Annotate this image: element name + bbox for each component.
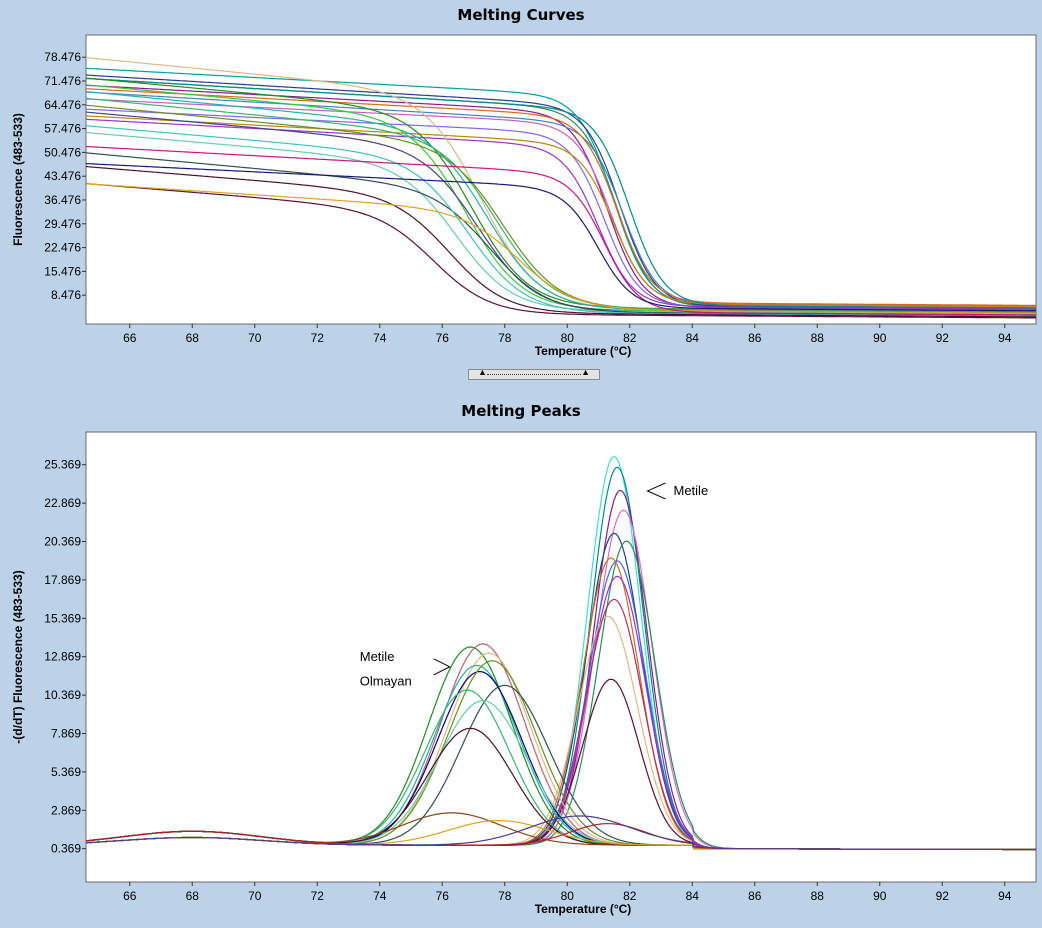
y-tick-label: 17.869 (44, 573, 81, 587)
series-line-26 (86, 163, 1036, 312)
splitter-grip (487, 374, 581, 375)
chart-title-melting-peaks: Melting Peaks (461, 402, 581, 420)
y-tick-label: 5.369 (51, 765, 81, 779)
y-tick-label: 20.369 (44, 535, 81, 549)
y-tick-label: 7.869 (51, 727, 81, 741)
x-tick-label: 66 (123, 889, 137, 903)
x-tick-label: 78 (498, 889, 512, 903)
x-tick-label: 94 (998, 889, 1012, 903)
series-line-22 (86, 166, 1036, 318)
panel-splitter-handle[interactable]: ▲ ▲ (468, 367, 600, 380)
series-line-16 (86, 97, 1036, 313)
melting-curves-chart: 66 68 70 72 74 76 78 80 82 84 86 88 90 92 94 8.476 15.47… (11, 34, 1037, 358)
series-line-21 (86, 125, 1036, 317)
annotation-label-3: Olmayan (360, 673, 412, 688)
y-tick-label: 10.369 (44, 688, 81, 702)
expand-down-icon[interactable]: ▲ (581, 367, 590, 377)
x-tick-label: 78 (498, 331, 512, 345)
y-tick-label: 57.476 (44, 122, 81, 136)
x-tick-label: 72 (311, 331, 325, 345)
y-tick-label: 36.476 (44, 193, 81, 207)
x-tick-label: 82 (623, 331, 637, 345)
y-tick-label: 12.869 (44, 650, 81, 664)
x-tick-label: 82 (623, 889, 637, 903)
y-tick-label: 2.869 (51, 803, 81, 817)
series-line-18 (86, 104, 1036, 314)
x-tick-label: 72 (311, 889, 325, 903)
x-tick-label: 90 (873, 331, 887, 345)
x-tick-label: 70 (248, 331, 262, 345)
olmayan-pointer-icon (433, 658, 451, 676)
y-tick-label: 22.476 (44, 241, 81, 255)
x-tick-label: 84 (686, 889, 700, 903)
series-line-4 (86, 84, 1036, 311)
y-tick-label: 22.869 (44, 496, 81, 510)
y-tick-label: 64.476 (44, 98, 81, 112)
metile-pointer-icon (646, 482, 666, 500)
x-tick-label: 68 (186, 889, 200, 903)
y-axis-label: Fluorescence (483-533) (11, 113, 25, 246)
x-tick-label: 70 (248, 889, 262, 903)
x-tick-label: 86 (748, 889, 762, 903)
series-line-20 (86, 152, 1036, 317)
x-axis-label: Temperature (°C) (535, 344, 632, 358)
series-line-10 (86, 77, 1036, 309)
x-axis-label: Temperature (°C) (535, 902, 632, 916)
annotation-label-2: Metile (360, 649, 395, 664)
x-tick-label: 80 (561, 889, 575, 903)
series-group (86, 57, 1036, 319)
x-tick-label: 66 (123, 331, 137, 345)
x-tick-label: 88 (811, 889, 825, 903)
x-tick-label: 84 (686, 331, 700, 345)
chart-title-melting-curves: Melting Curves (457, 6, 585, 24)
series-line-24 (86, 183, 1036, 314)
x-tick-label: 76 (436, 331, 450, 345)
series-group (86, 455, 1036, 851)
series-line-9 (86, 115, 1036, 308)
x-tick-label: 92 (936, 889, 950, 903)
y-tick-label: 29.476 (44, 217, 81, 231)
x-tick-label: 92 (936, 331, 950, 345)
y-tick-label: 25.369 (44, 458, 81, 472)
annotation-label-1: Metile (674, 483, 709, 498)
y-tick-label: 50.476 (44, 145, 81, 159)
y-tick-label: 43.476 (44, 169, 81, 183)
y-axis-label: -(d/dT) Fluorescence (483-533) (11, 570, 25, 743)
series-line-11 (86, 118, 1036, 310)
series-line-23 (86, 183, 1036, 319)
x-tick-label: 74 (373, 331, 387, 345)
series-line-26 (86, 815, 1036, 851)
y-tick-label: 71.476 (44, 74, 81, 88)
series-line-7 (86, 88, 1036, 306)
collapse-up-icon[interactable]: ▲ (478, 367, 487, 377)
x-tick-label: 80 (561, 331, 575, 345)
y-tick-label: 8.476 (51, 288, 81, 302)
x-tick-label: 90 (873, 889, 887, 903)
x-tick-label: 76 (436, 889, 450, 903)
x-tick-label: 94 (998, 331, 1012, 345)
x-tick-label: 74 (373, 889, 387, 903)
y-tick-label: 78.476 (44, 50, 81, 64)
x-tick-label: 86 (748, 331, 762, 345)
series-line-25 (86, 145, 1036, 316)
x-tick-label: 88 (811, 331, 825, 345)
y-tick-label: 0.369 (51, 842, 81, 856)
y-tick-label: 15.476 (44, 264, 81, 278)
y-tick-label: 15.369 (44, 611, 81, 625)
x-tick-label: 68 (186, 331, 200, 345)
